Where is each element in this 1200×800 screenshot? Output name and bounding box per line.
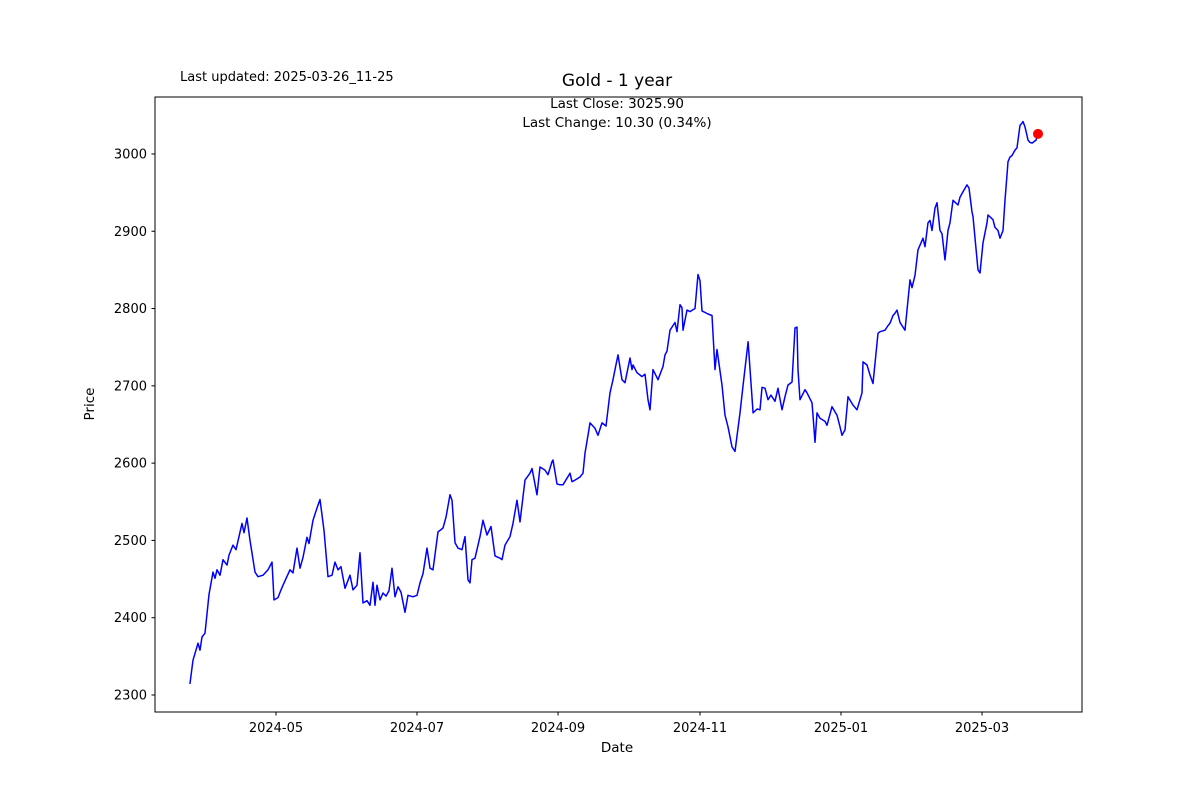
last-close-text: Last Close: 3025.90 xyxy=(550,96,684,112)
x-tick-label: 2025-03 xyxy=(955,721,1009,736)
price-line xyxy=(189,120,1039,685)
y-tick-label: 3000 xyxy=(114,147,147,162)
y-tick-label: 2900 xyxy=(114,225,147,240)
y-tick-label: 2500 xyxy=(114,534,147,549)
y-tick-label: 2700 xyxy=(114,379,147,394)
y-tick-label: 2400 xyxy=(114,611,147,626)
chart-title: Gold - 1 year xyxy=(561,71,673,91)
y-axis-label: Price xyxy=(82,387,98,421)
last-price-marker xyxy=(1033,128,1043,139)
y-tick-label: 2600 xyxy=(114,457,147,472)
x-tick-label: 2024-07 xyxy=(390,721,444,736)
plot-frame xyxy=(154,96,1083,713)
x-tick-label: 2024-09 xyxy=(531,721,585,736)
last-change-text: Last Change: 10.30 (0.34%) xyxy=(522,115,712,131)
last-updated-annotation: Last updated: 2025-03-26_11-25 xyxy=(180,70,394,85)
x-tick-label: 2025-01 xyxy=(814,721,868,736)
y-tick-label: 2300 xyxy=(114,688,147,703)
x-tick-label: 2024-11 xyxy=(673,721,727,736)
x-tick-label: 2024-05 xyxy=(249,721,303,736)
x-axis-label: Date xyxy=(600,740,634,756)
y-tick-label: 2800 xyxy=(114,302,147,317)
